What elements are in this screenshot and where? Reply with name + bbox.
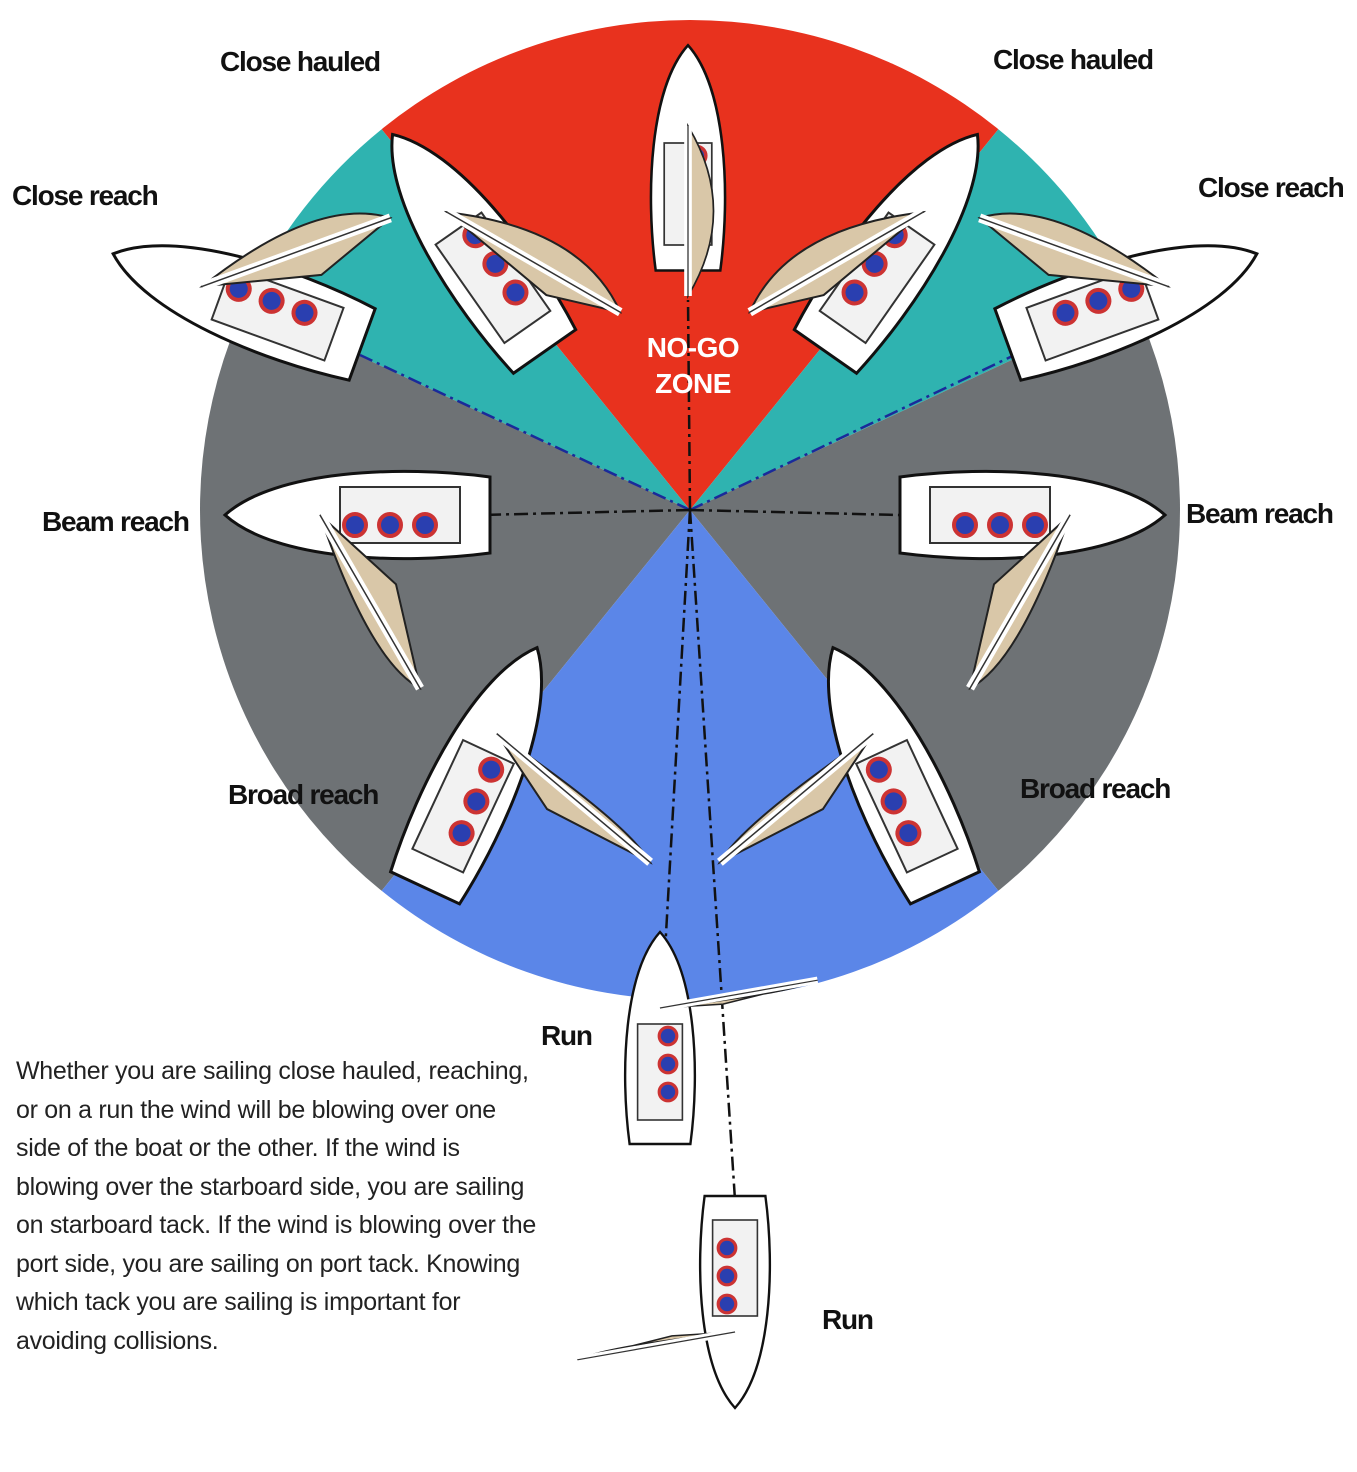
label: Broad reach (1020, 775, 1170, 803)
crew (954, 514, 976, 536)
crew (659, 1055, 677, 1073)
label: Run (822, 1306, 873, 1334)
crew (718, 1267, 736, 1285)
label: Close reach (12, 182, 158, 210)
crew (344, 514, 366, 536)
label: Beam reach (42, 508, 189, 536)
crew (414, 514, 436, 536)
boat (577, 1196, 769, 1408)
label: Beam reach (1186, 500, 1333, 528)
page: Close hauled Close hauled Close reach Cl… (0, 0, 1357, 1472)
crew (718, 1295, 736, 1313)
crew (718, 1239, 736, 1257)
no-go-label: NO-GO ZONE (628, 330, 758, 402)
crew (1024, 514, 1046, 536)
crew (379, 514, 401, 536)
label: Run (541, 1022, 592, 1050)
crew (659, 1027, 677, 1045)
label: Close reach (1198, 174, 1344, 202)
crew (659, 1083, 677, 1101)
label: Broad reach (228, 781, 378, 809)
caption: Whether you are sailing close hauled, re… (16, 1052, 536, 1360)
label: Close hauled (220, 48, 380, 76)
crew (989, 514, 1011, 536)
label: Close hauled (993, 46, 1153, 74)
